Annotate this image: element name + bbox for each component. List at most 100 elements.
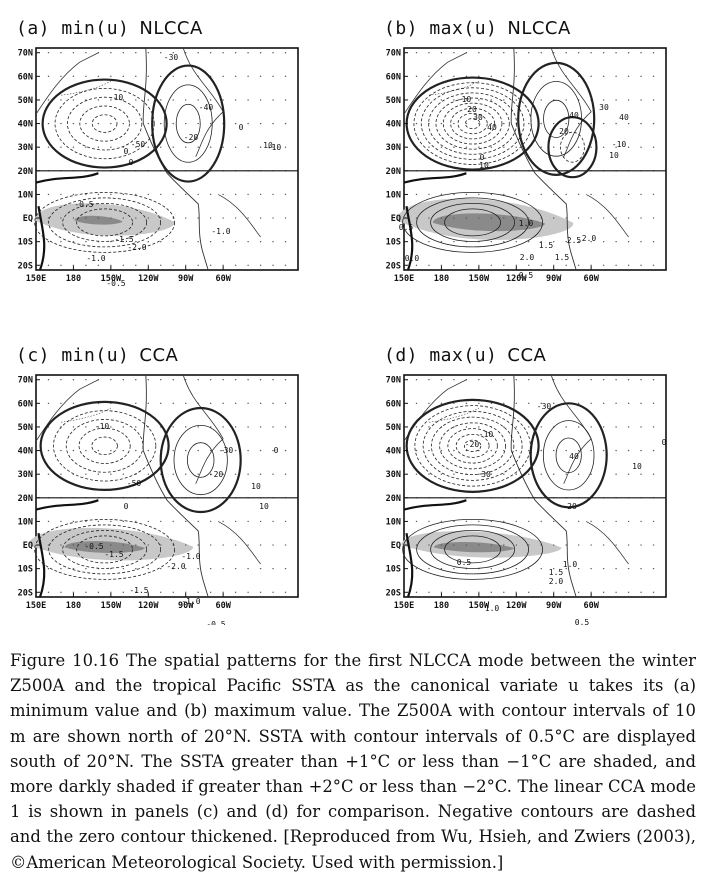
latitude-tick-label: 10S xyxy=(18,238,33,248)
grid-dot xyxy=(577,520,580,523)
latitude-tick-label: 20N xyxy=(18,167,33,177)
grid-dot xyxy=(222,217,224,219)
contour-label: 10 xyxy=(259,502,269,511)
contour-label: 0.5 xyxy=(399,223,414,232)
grid-dot xyxy=(47,591,50,593)
z500-contour xyxy=(79,105,130,142)
grid-dot xyxy=(515,217,517,219)
grid-dot xyxy=(615,146,617,148)
grid-dot xyxy=(234,567,237,570)
grid-dot xyxy=(272,426,274,428)
grid-dot xyxy=(185,75,187,78)
grid-dot xyxy=(602,146,605,148)
grid-dot xyxy=(97,75,100,78)
grid-dot xyxy=(272,379,274,381)
grid-dot xyxy=(640,99,642,101)
grid-dot xyxy=(602,122,605,125)
grid-dot xyxy=(85,75,87,78)
grid-dot xyxy=(503,520,505,523)
grid-dot xyxy=(72,75,75,78)
grid-dot xyxy=(515,379,517,381)
grid-dot xyxy=(197,591,199,593)
grid-dot xyxy=(97,520,100,523)
contour-label: 0 xyxy=(662,438,667,447)
grid-dot xyxy=(528,591,530,593)
grid-dot xyxy=(478,473,480,475)
panel-b: (b) max(u) NLCCA -10 20 30 40 0 10 20 -10 40 10 40 3… xyxy=(374,18,674,298)
grid-dot xyxy=(272,99,274,101)
grid-dot xyxy=(222,193,224,196)
grid-dot xyxy=(60,544,62,546)
grid-dot xyxy=(122,217,125,219)
grid-dot xyxy=(602,449,605,452)
z500-contour xyxy=(186,442,215,478)
coastline-south-america xyxy=(585,521,629,565)
grid-dot xyxy=(197,193,199,196)
grid-dot xyxy=(428,264,430,266)
grid-dot xyxy=(515,591,517,593)
grid-dot xyxy=(503,240,505,243)
grid-dot xyxy=(602,240,605,243)
grid-dot xyxy=(209,567,212,570)
grid-dot xyxy=(60,217,62,219)
grid-dot xyxy=(602,193,605,196)
grid-dot xyxy=(209,591,212,593)
panel-title: (b) max(u) NLCCA xyxy=(384,18,571,39)
grid-dot xyxy=(197,52,199,54)
coastline-aleutians xyxy=(60,80,112,96)
grid-dot xyxy=(247,240,249,243)
grid-dot xyxy=(209,193,212,196)
z500-contour xyxy=(405,398,540,493)
grid-dot xyxy=(453,146,455,148)
coastline-americas xyxy=(142,47,209,271)
latitude-tick-label: EQ xyxy=(23,214,33,224)
contour-label: 20 xyxy=(559,127,569,136)
z500-contour xyxy=(464,118,481,130)
grid-dot xyxy=(478,99,480,101)
longitude-tick-label: 150E xyxy=(394,601,414,611)
z500-contour xyxy=(53,410,157,482)
grid-dot xyxy=(160,520,162,523)
panel-title: (d) max(u) CCA xyxy=(384,345,546,366)
grid-dot xyxy=(528,473,530,475)
grid-dot xyxy=(490,520,493,523)
grid-dot xyxy=(440,379,443,381)
grid-dot xyxy=(577,379,580,381)
grid-dot xyxy=(640,449,642,452)
latitude-tick-label: 40N xyxy=(386,447,401,457)
grid-dot xyxy=(652,402,655,405)
grid-dot xyxy=(85,520,87,523)
grid-dot xyxy=(602,52,605,54)
grid-dot xyxy=(627,52,630,54)
grid-dot xyxy=(515,240,517,243)
grid-dot xyxy=(440,217,443,219)
latitude-tick-label: 60N xyxy=(18,399,33,409)
contour-label: 10 xyxy=(632,462,642,471)
grid-dot xyxy=(85,217,87,219)
grid-dot xyxy=(515,544,517,546)
grid-dot xyxy=(553,146,555,148)
grid-dot xyxy=(490,402,493,405)
grid-dot xyxy=(135,591,137,593)
grid-dot xyxy=(272,240,274,243)
grid-dot xyxy=(234,473,237,475)
panel-label: (b) max(u) xyxy=(384,18,498,39)
grid-dot xyxy=(540,449,542,452)
grid-dot xyxy=(652,520,655,523)
grid-dot xyxy=(172,379,174,381)
grid-dot xyxy=(110,75,112,78)
grid-dot xyxy=(640,379,642,381)
latitude-tick-label: 10S xyxy=(386,238,401,248)
grid-dot xyxy=(478,402,480,405)
latitude-tick-label: EQ xyxy=(391,541,401,551)
contour-label: -1.0 xyxy=(211,227,230,236)
z500-contour xyxy=(430,416,515,476)
grid-dot xyxy=(185,240,187,243)
contour-label: 10 xyxy=(263,141,273,150)
sst-contour xyxy=(48,524,162,575)
grid-dot xyxy=(453,217,455,219)
grid-dot xyxy=(122,99,125,101)
grid-dot xyxy=(60,99,62,101)
sst-zero-contour-west xyxy=(37,533,46,598)
longitude-tick-label: 60W xyxy=(583,274,599,284)
